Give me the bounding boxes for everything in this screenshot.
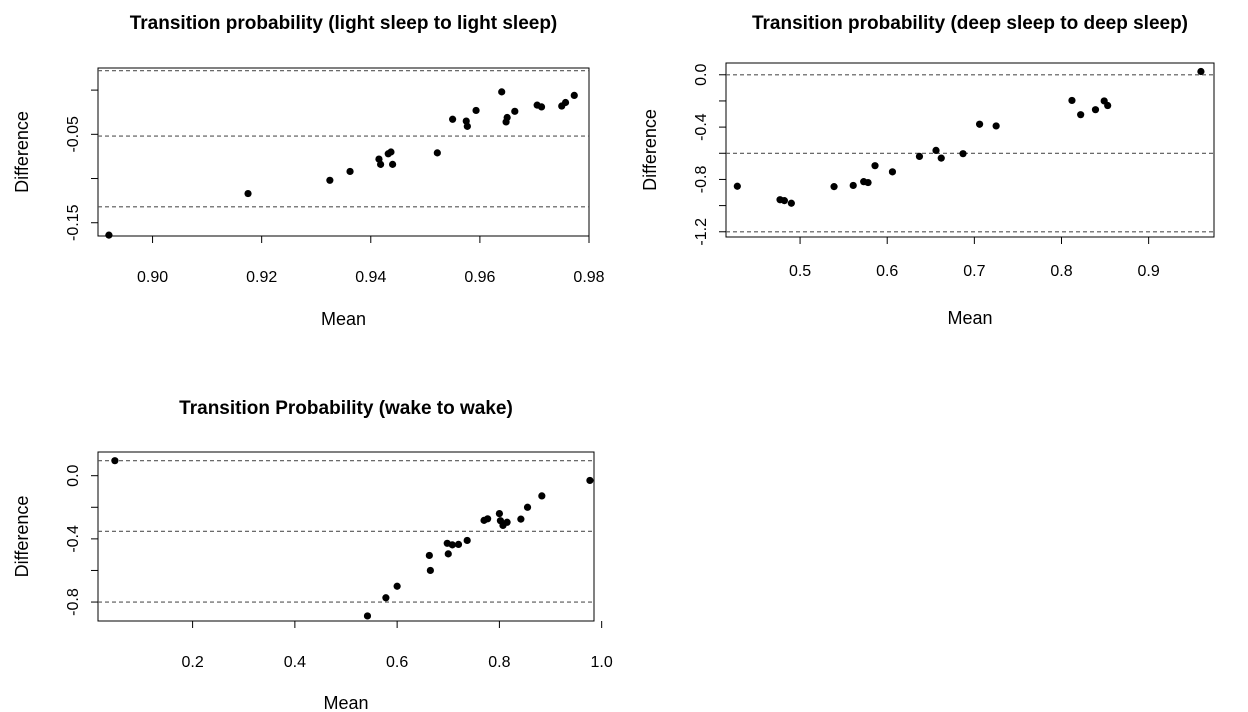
data-point [425, 551, 433, 560]
y-tick-label: -0.15 [65, 204, 82, 241]
data-point [376, 160, 385, 168]
y-tick-label: -0.4 [65, 525, 82, 553]
chart-title: Transition probability (light sleep to l… [130, 13, 558, 34]
x-axis-label: Mean [323, 693, 368, 712]
data-point [449, 115, 457, 123]
chart-title: Transition probability (deep sleep to de… [752, 13, 1188, 34]
data-point [387, 148, 395, 156]
data-point [463, 536, 471, 545]
data-point [523, 503, 532, 511]
data-point [389, 160, 397, 168]
data-point [498, 88, 506, 96]
data-point [346, 167, 354, 176]
y-axis-label: Difference [640, 109, 660, 191]
data-point [244, 189, 252, 198]
data-point [959, 150, 967, 158]
y-tick-label: 0.0 [65, 464, 82, 486]
x-tick-label: 0.92 [246, 269, 277, 286]
x-tick-label: 1.0 [591, 654, 613, 671]
y-tick-label: -0.8 [693, 166, 710, 194]
y-tick-label: -0.05 [65, 116, 82, 153]
data-point [105, 231, 113, 239]
data-point [1197, 67, 1205, 76]
data-point [871, 162, 879, 170]
chart-panel-3: Transition Probability (wake to wake) 0.2… [12, 398, 613, 712]
data-point [1068, 96, 1076, 105]
data-point [975, 120, 984, 128]
data-point [733, 182, 741, 190]
data-point [780, 197, 788, 205]
y-tick-label: -1.2 [693, 218, 710, 246]
x-axis-label: Mean [321, 309, 366, 329]
data-point [849, 181, 857, 190]
data-point [787, 199, 795, 207]
x-tick-label: 0.9 [1138, 263, 1160, 280]
x-axis-label: Mean [947, 308, 992, 328]
data-point [433, 149, 441, 157]
data-point [864, 178, 872, 187]
data-point [503, 113, 511, 122]
data-point [888, 168, 897, 176]
x-tick-label: 0.98 [573, 269, 604, 286]
data-point [830, 183, 838, 191]
data-point [1077, 111, 1085, 119]
data-point [992, 122, 1000, 130]
y-axis-label: Difference [12, 111, 32, 193]
x-tick-label: 0.5 [789, 263, 811, 280]
data-point [561, 98, 570, 107]
x-tick-label: 0.96 [464, 269, 495, 286]
x-tick-label: 0.94 [355, 269, 386, 286]
chart-panel-2: Transition probability (deep sleep to de… [640, 13, 1215, 328]
data-point [326, 176, 334, 184]
data-point [570, 91, 578, 100]
x-tick-label: 0.4 [284, 654, 306, 671]
y-tick-label: -0.4 [693, 113, 710, 141]
plot-frame [725, 62, 1215, 238]
data-point [448, 541, 456, 549]
x-tick-label: 0.6 [876, 263, 898, 280]
data-point [503, 518, 511, 526]
data-point [1104, 101, 1112, 110]
data-point [517, 515, 525, 523]
plot-frame [97, 451, 595, 622]
y-axis-label: Difference [12, 496, 32, 578]
data-point [444, 550, 452, 558]
data-point [382, 594, 390, 602]
data-point [495, 509, 504, 518]
x-tick-label: 0.8 [488, 654, 510, 671]
x-tick-label: 0.6 [386, 654, 408, 671]
data-point [426, 566, 434, 575]
data-point [537, 103, 546, 111]
data-point [1091, 106, 1100, 114]
data-point [111, 457, 119, 465]
data-point [586, 476, 594, 485]
chart-panel-1: Transition probability (light sleep to l… [12, 13, 605, 329]
data-point [937, 154, 945, 162]
y-tick-label: 0.0 [693, 64, 710, 86]
data-point [932, 146, 940, 154]
chart-title: Transition Probability (wake to wake) [179, 398, 513, 419]
plot-frame [97, 67, 590, 237]
data-point [538, 492, 546, 500]
x-tick-label: 0.8 [1050, 263, 1072, 280]
data-point [463, 122, 471, 130]
data-point [393, 582, 401, 590]
data-point [484, 515, 492, 523]
data-point [511, 107, 519, 115]
data-point [915, 152, 924, 161]
x-tick-label: 0.2 [181, 654, 203, 671]
data-point [363, 612, 372, 620]
y-tick-label: -0.8 [65, 588, 82, 616]
data-point [454, 540, 463, 548]
x-tick-label: 0.7 [963, 263, 985, 280]
data-point [472, 106, 480, 115]
x-tick-label: 0.90 [137, 269, 168, 286]
